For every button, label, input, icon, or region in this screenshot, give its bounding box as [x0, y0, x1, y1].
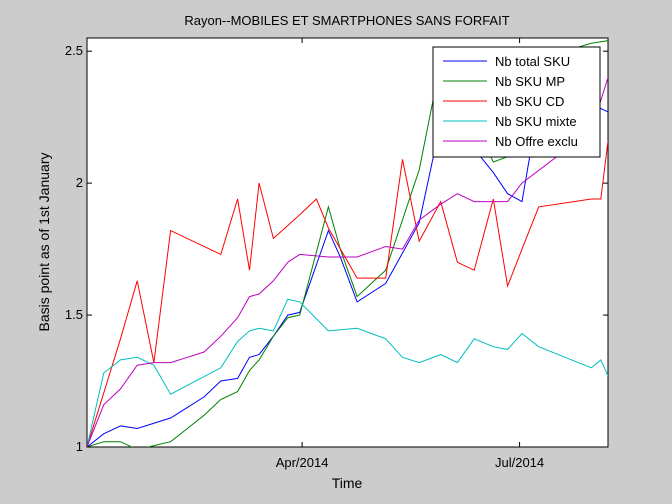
x-tick-label-1: Apr/2014: [276, 455, 329, 470]
y-tick-label-2: 1.5: [65, 307, 83, 322]
legend-label-2: Nb SKU MP: [495, 74, 565, 89]
legend-label-4: Nb SKU mixte: [495, 114, 577, 129]
series-line-3: [87, 140, 608, 447]
x-axis-label: Time: [332, 475, 363, 491]
axes-layer: 1 1.5 2 2.5 Apr/2014 Jul/2014: [65, 38, 608, 470]
series-line-1: [87, 103, 608, 447]
legend-box: [432, 46, 601, 158]
y-tick-label-1: 1: [76, 439, 83, 454]
series-line-5: [87, 77, 608, 447]
chart-title: Rayon--MOBILES ET SMARTPHONES SANS FORFA…: [184, 13, 509, 28]
series-layer: [87, 40, 608, 447]
legend-label-5: Nb Offre exclu: [495, 134, 578, 149]
y-tick-label-4: 2.5: [65, 43, 83, 58]
y-tick-label-3: 2: [76, 175, 83, 190]
series-line-4: [87, 298, 608, 447]
series-line-2: [87, 40, 608, 447]
x-tick-label-2: Jul/2014: [495, 455, 544, 470]
legend-label-3: Nb SKU CD: [495, 94, 564, 109]
y-axis-label: Basis point as of 1st January: [36, 153, 52, 332]
legend-label-1: Nb total SKU: [495, 54, 570, 69]
legend: Nb total SKU Nb SKU MP Nb SKU CD Nb SKU mix…: [432, 46, 601, 158]
